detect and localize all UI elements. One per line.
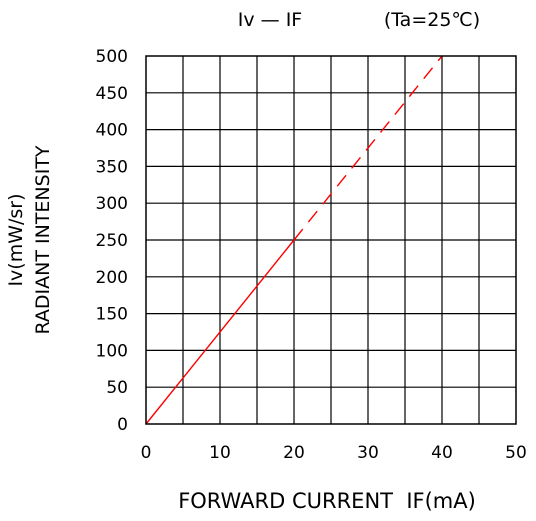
series-line-solid	[145, 239, 295, 425]
y-tick-label: 50	[106, 378, 128, 398]
x-tick-label: 20	[283, 443, 305, 463]
x-axis-label: FORWARD CURRENT IF(mA)	[178, 489, 476, 513]
y-tick-label: 450	[96, 84, 128, 104]
plot-frame	[145, 55, 517, 425]
x-tick-label: 0	[141, 443, 152, 463]
grid	[146, 56, 516, 424]
y-tick-label: 400	[96, 121, 128, 141]
y-tick-label: 250	[96, 231, 128, 251]
x-tick-label: 30	[357, 443, 379, 463]
series	[145, 55, 443, 425]
y-tick-label: 300	[96, 194, 128, 214]
tick-labels: 0 10 20 30 40 5005010015020025030035040045050…	[96, 47, 527, 463]
y-tick-label: 0	[117, 415, 128, 435]
chart-subtitle: (Ta=25℃)	[384, 9, 480, 31]
y-axis-label-title: RADIANT INTENSITY	[32, 145, 54, 334]
y-tick-label: 150	[96, 305, 128, 325]
x-tick-label: 40	[431, 443, 453, 463]
chart-title: Iv — IF	[238, 9, 302, 31]
x-tick-label: 10	[209, 443, 231, 463]
y-axis-label-units: Iv(mW/sr)	[5, 193, 27, 286]
y-tick-label: 200	[96, 268, 128, 288]
series-line-dashed	[293, 55, 443, 241]
y-tick-label: 500	[96, 47, 128, 67]
y-tick-label: 350	[96, 157, 128, 177]
y-tick-label: 100	[96, 341, 128, 361]
x-tick-label: 50	[505, 443, 527, 463]
